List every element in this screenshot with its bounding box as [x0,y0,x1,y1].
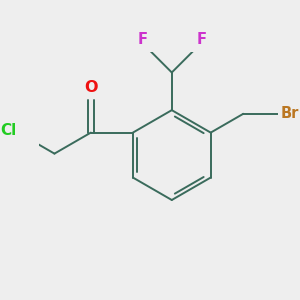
Text: F: F [137,32,147,47]
Text: F: F [196,32,206,47]
Text: Br: Br [281,106,299,121]
Text: Cl: Cl [0,123,16,138]
Text: O: O [84,80,98,95]
